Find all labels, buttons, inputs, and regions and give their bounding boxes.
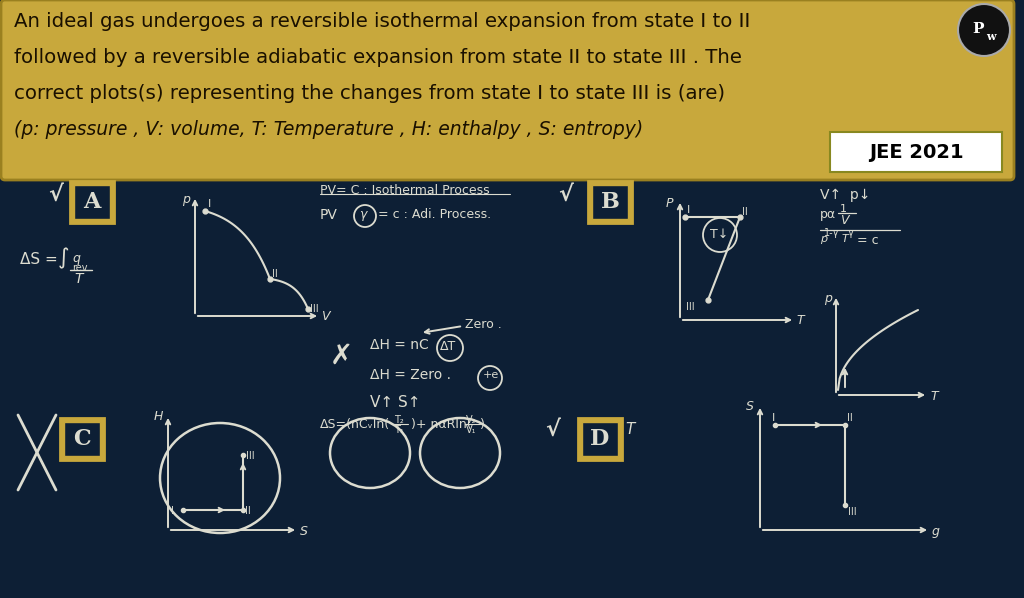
- Text: I: I: [772, 413, 775, 423]
- Text: 1: 1: [840, 204, 847, 214]
- Circle shape: [958, 4, 1010, 56]
- FancyBboxPatch shape: [70, 181, 114, 223]
- Text: pα: pα: [820, 208, 837, 221]
- Text: S: S: [746, 400, 754, 413]
- Text: T: T: [796, 314, 804, 327]
- Text: III: III: [848, 507, 857, 517]
- Text: V↑ S↑: V↑ S↑: [370, 395, 421, 410]
- Text: T: T: [842, 234, 849, 244]
- Text: P: P: [666, 197, 674, 210]
- Text: D: D: [591, 428, 609, 450]
- Text: correct plots(s) representing the changes from state I to state III is (are): correct plots(s) representing the change…: [14, 84, 725, 103]
- Text: T: T: [930, 390, 938, 403]
- Text: An ideal gas undergoes a reversible isothermal expansion from state I to II: An ideal gas undergoes a reversible isot…: [14, 12, 751, 31]
- Text: = c: = c: [857, 234, 879, 247]
- FancyBboxPatch shape: [582, 422, 618, 456]
- Text: ΔT: ΔT: [440, 340, 457, 353]
- Text: A: A: [83, 191, 100, 213]
- FancyBboxPatch shape: [830, 132, 1002, 172]
- Text: III: III: [310, 304, 318, 314]
- Text: rev: rev: [72, 263, 87, 273]
- Text: ΔS =: ΔS =: [20, 252, 57, 267]
- Text: Zero .: Zero .: [465, 318, 502, 331]
- Text: √: √: [545, 420, 560, 440]
- Text: (p: pressure , V: volume, T: Temperature , H: enthalpy , S: entropy): (p: pressure , V: volume, T: Temperature…: [14, 120, 643, 139]
- FancyBboxPatch shape: [1, 0, 1014, 180]
- FancyBboxPatch shape: [74, 185, 110, 219]
- Text: w: w: [986, 31, 995, 42]
- Text: ∫: ∫: [58, 248, 70, 269]
- Text: V: V: [840, 214, 849, 227]
- Text: II: II: [245, 506, 251, 516]
- Text: V₂: V₂: [466, 415, 476, 425]
- Text: I: I: [208, 199, 211, 209]
- FancyBboxPatch shape: [588, 181, 632, 223]
- Text: T₁: T₁: [394, 425, 403, 435]
- Text: B: B: [600, 191, 620, 213]
- Text: √: √: [48, 185, 62, 205]
- Text: γ: γ: [848, 228, 854, 238]
- Text: V₁: V₁: [466, 425, 476, 435]
- Text: p: p: [824, 292, 831, 305]
- Text: p: p: [820, 234, 827, 244]
- Text: = c : Adi. Process.: = c : Adi. Process.: [378, 208, 492, 221]
- Text: ): ): [480, 418, 485, 431]
- Text: H: H: [154, 410, 164, 423]
- FancyBboxPatch shape: [60, 418, 104, 460]
- Text: PV= C : Isothermal Process: PV= C : Isothermal Process: [319, 184, 489, 197]
- Text: 1-γ: 1-γ: [824, 228, 840, 238]
- Text: II: II: [742, 207, 748, 217]
- Text: S: S: [300, 525, 308, 538]
- Text: T₂: T₂: [394, 415, 403, 425]
- Text: C: C: [73, 428, 91, 450]
- Text: III: III: [246, 451, 255, 461]
- Text: I: I: [171, 506, 174, 516]
- Text: )+ nαRln(: )+ nαRln(: [411, 418, 472, 431]
- Text: ΔS=(nCᵥln(: ΔS=(nCᵥln(: [319, 418, 390, 431]
- Text: ✗: ✗: [330, 342, 353, 370]
- Text: II: II: [272, 269, 278, 279]
- Text: T: T: [625, 422, 635, 437]
- Text: T↓: T↓: [710, 228, 728, 241]
- Text: ΔH = Zero .: ΔH = Zero .: [370, 368, 451, 382]
- Text: g: g: [932, 525, 940, 538]
- Text: followed by a reversible adiabatic expansion from state II to state III . The: followed by a reversible adiabatic expan…: [14, 48, 741, 67]
- Text: √: √: [558, 185, 572, 205]
- Text: II: II: [847, 413, 853, 423]
- Text: PV: PV: [319, 208, 338, 222]
- FancyBboxPatch shape: [592, 185, 628, 219]
- Text: ΔH = nC: ΔH = nC: [370, 338, 429, 352]
- FancyBboxPatch shape: [578, 418, 622, 460]
- Text: P: P: [973, 22, 984, 36]
- Text: V↑  p↓: V↑ p↓: [820, 188, 870, 202]
- Text: JEE 2021: JEE 2021: [868, 142, 964, 161]
- Text: III: III: [686, 302, 694, 312]
- Text: I: I: [687, 205, 690, 215]
- FancyBboxPatch shape: [63, 422, 100, 456]
- Text: T: T: [74, 272, 83, 286]
- Text: γ: γ: [359, 208, 367, 221]
- Text: p: p: [182, 193, 189, 206]
- Text: V: V: [321, 310, 330, 323]
- Text: +e: +e: [483, 370, 500, 380]
- Text: q: q: [72, 252, 80, 265]
